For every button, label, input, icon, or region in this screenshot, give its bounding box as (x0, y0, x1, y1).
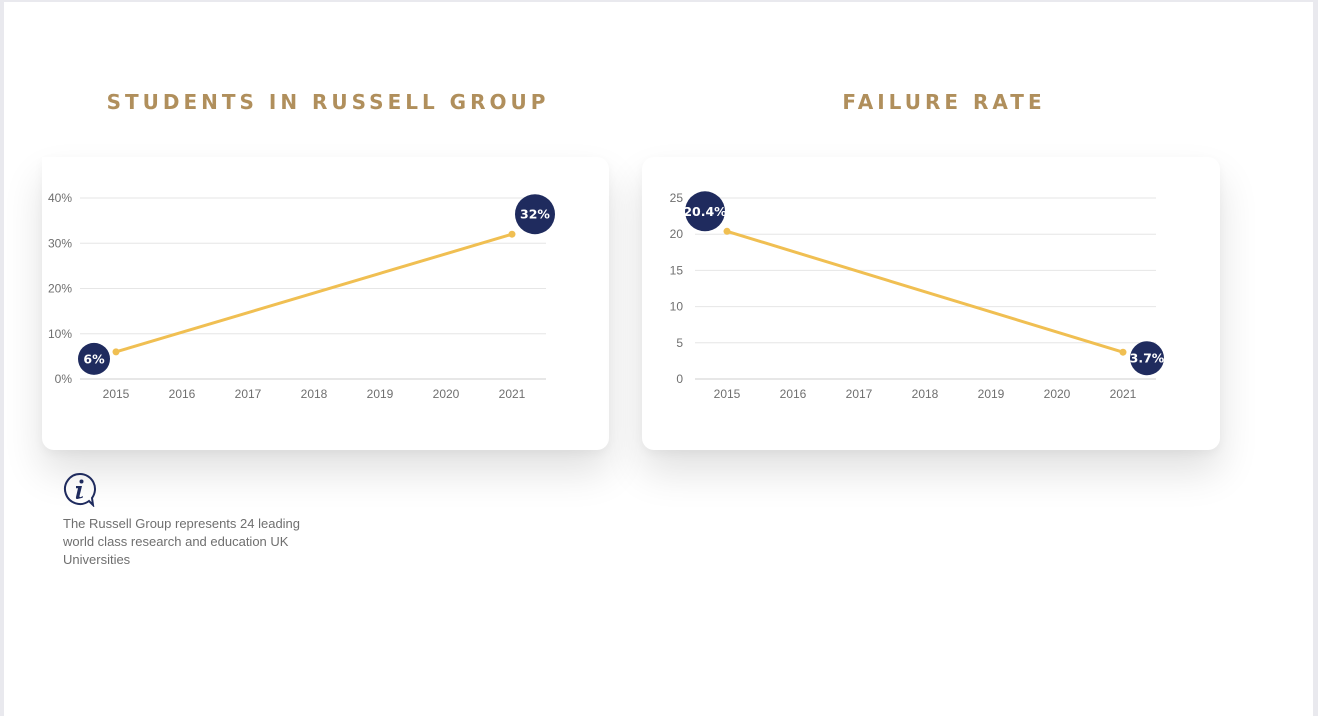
y-tick-label: 30% (48, 236, 72, 250)
chart-card-russell-group: 0% 10% 20% 30% 40% 2015 2016 2017 2018 2019 2020 20… (42, 157, 609, 450)
chart-title-failure-rate: FAILURE RATE (842, 90, 1046, 114)
data-point (1119, 348, 1127, 356)
x-tick-label: 2020 (433, 387, 460, 401)
x-tick-label: 2017 (846, 387, 873, 401)
data-label-bubble (685, 191, 725, 232)
x-tick-label: 2018 (301, 387, 328, 401)
x-tick-label: 2016 (169, 387, 196, 401)
y-tick-label: 15 (670, 263, 684, 277)
y-tick-label: 25 (670, 191, 684, 205)
x-tick-label: 2015 (714, 387, 741, 401)
y-tick-label: 20% (48, 282, 72, 296)
chart-title-russell-group: STUDENTS IN RUSSELL GROUP (106, 90, 550, 114)
y-tick-label: 0 (676, 372, 683, 386)
data-point (723, 227, 731, 235)
info-speech-bubble-icon (64, 472, 96, 507)
x-tick-label: 2016 (780, 387, 807, 401)
data-label: 20.4% (683, 204, 727, 219)
x-tick-label: 2021 (1110, 387, 1137, 401)
x-tick-label: 2017 (235, 387, 262, 401)
failure-rate-line-chart: 0 5 10 15 20 25 2015 2016 2017 2018 2019 2020 2021 20… (670, 191, 1165, 401)
x-tick-label: 2015 (103, 387, 130, 401)
chart-card-failure-rate: 0 5 10 15 20 25 2015 2016 2017 2018 2019 2020 2021 20… (642, 157, 1220, 450)
data-label: 6% (83, 351, 105, 366)
y-tick-label: 20 (670, 227, 684, 241)
y-tick-label: 5 (676, 336, 683, 350)
series-line (725, 229, 1125, 354)
page: STUDENTS IN RUSSELL GROUP FAILURE RATE 0… (4, 2, 1313, 716)
x-tick-label: 2020 (1044, 387, 1071, 401)
data-label: 3.7% (1130, 351, 1165, 366)
x-tick-label: 2019 (978, 387, 1005, 401)
y-tick-label: 10 (670, 300, 684, 314)
data-label-bubble (78, 342, 110, 375)
data-label-bubble (1130, 341, 1164, 376)
y-tick-label: 40% (48, 191, 72, 205)
y-tick-label: 10% (48, 327, 72, 341)
data-point (508, 230, 516, 238)
x-tick-label: 2021 (499, 387, 526, 401)
y-tick-label: 0% (55, 372, 73, 386)
russell-group-line-chart: 0% 10% 20% 30% 40% 2015 2016 2017 2018 2019 2020 20… (48, 191, 555, 401)
x-tick-label: 2018 (912, 387, 939, 401)
series-line (114, 232, 514, 354)
data-point (112, 348, 120, 356)
info-note-text: The Russell Group represents 24 leading … (63, 516, 301, 567)
data-label: 32% (520, 207, 550, 222)
x-tick-label: 2019 (367, 387, 394, 401)
data-label-bubble (515, 194, 555, 235)
